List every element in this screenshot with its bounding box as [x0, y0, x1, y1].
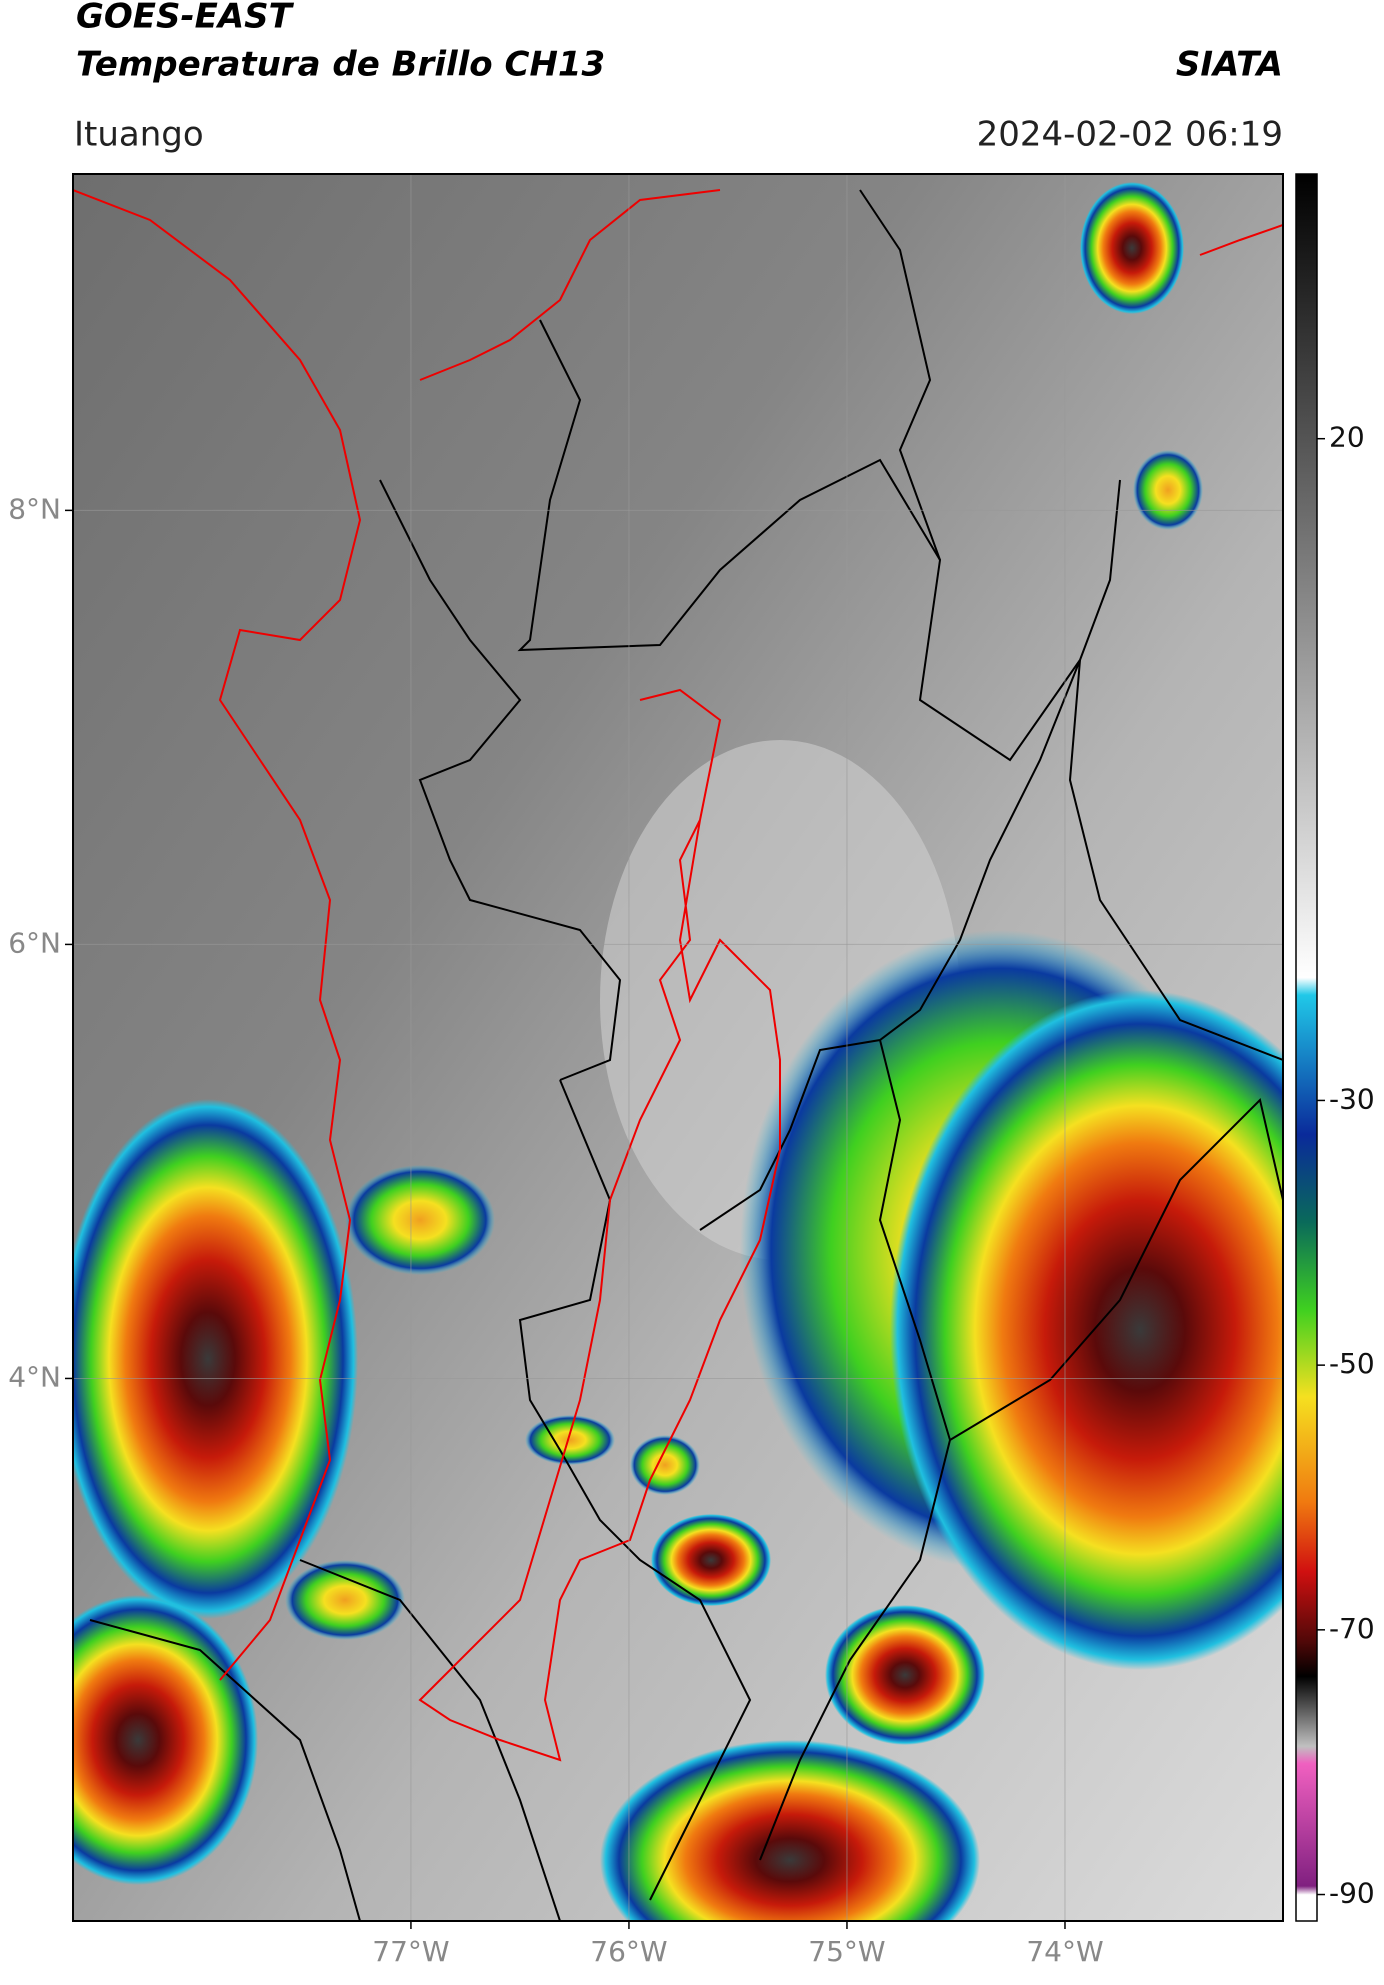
y-tick-label: 6°N: [8, 926, 61, 959]
org: SIATA: [1176, 45, 1283, 85]
x-tick-label: 74°W: [1026, 1935, 1103, 1968]
y-tick-label: 4°N: [8, 1360, 61, 1393]
x-tick-label: 77°W: [372, 1935, 449, 1968]
colorbar: [1295, 173, 1318, 1922]
colorbar-tick-label: -90: [1329, 1877, 1375, 1910]
colorbar-tick-label: -70: [1329, 1612, 1375, 1645]
x-tick-label: 76°W: [590, 1935, 667, 1968]
graticule: [73, 174, 1283, 1921]
title: GOES-EAST: [76, 0, 295, 37]
map-frame: [72, 173, 1284, 1922]
timestamp: 2024-02-02 06:19: [977, 115, 1283, 155]
subtitle: Temperatura de Brillo CH13: [76, 45, 605, 85]
colorbar-tick-label: -30: [1329, 1082, 1375, 1115]
x-tick-label: 75°W: [808, 1935, 885, 1968]
y-tick-label: 8°N: [8, 492, 61, 525]
colorbar-tick-label: -50: [1329, 1347, 1375, 1380]
satellite-image: [73, 174, 1283, 1921]
location: Ituango: [74, 115, 204, 155]
colorbar-tick-label: 20: [1329, 421, 1365, 454]
